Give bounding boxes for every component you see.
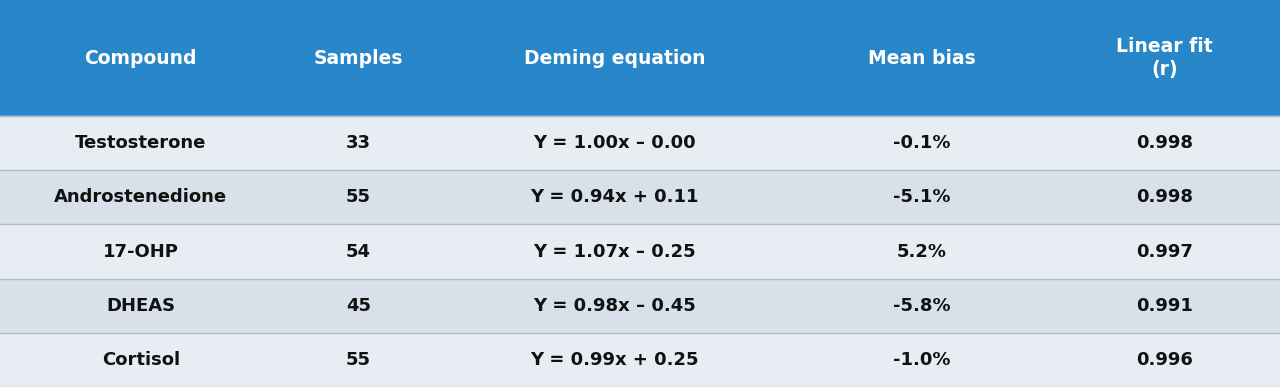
Text: 0.998: 0.998 bbox=[1137, 134, 1193, 152]
Text: -1.0%: -1.0% bbox=[893, 351, 950, 369]
Text: Testosterone: Testosterone bbox=[76, 134, 206, 152]
Text: Y = 0.99x + 0.25: Y = 0.99x + 0.25 bbox=[530, 351, 699, 369]
Text: Y = 0.98x – 0.45: Y = 0.98x – 0.45 bbox=[532, 297, 696, 315]
Text: Y = 0.94x + 0.11: Y = 0.94x + 0.11 bbox=[530, 188, 699, 206]
Text: 0.991: 0.991 bbox=[1137, 297, 1193, 315]
Text: -0.1%: -0.1% bbox=[893, 134, 950, 152]
Text: Androstenedione: Androstenedione bbox=[54, 188, 228, 206]
Text: 55: 55 bbox=[346, 351, 371, 369]
Text: -5.8%: -5.8% bbox=[892, 297, 951, 315]
Text: Cortisol: Cortisol bbox=[101, 351, 180, 369]
Text: 45: 45 bbox=[346, 297, 371, 315]
Bar bbox=[0, 0, 1280, 116]
Bar bbox=[0, 170, 1280, 224]
Text: 5.2%: 5.2% bbox=[896, 243, 947, 260]
Text: Linear fit
(r): Linear fit (r) bbox=[1116, 37, 1213, 79]
Text: 0.996: 0.996 bbox=[1137, 351, 1193, 369]
Bar bbox=[0, 116, 1280, 170]
Text: 55: 55 bbox=[346, 188, 371, 206]
Text: Mean bias: Mean bias bbox=[868, 48, 975, 68]
Text: -5.1%: -5.1% bbox=[893, 188, 950, 206]
Text: Samples: Samples bbox=[314, 48, 403, 68]
Text: 17-OHP: 17-OHP bbox=[102, 243, 179, 260]
Bar bbox=[0, 224, 1280, 279]
Text: 0.998: 0.998 bbox=[1137, 188, 1193, 206]
Text: 0.997: 0.997 bbox=[1137, 243, 1193, 260]
Bar bbox=[0, 279, 1280, 333]
Bar bbox=[0, 333, 1280, 387]
Text: 33: 33 bbox=[346, 134, 371, 152]
Text: DHEAS: DHEAS bbox=[106, 297, 175, 315]
Text: 54: 54 bbox=[346, 243, 371, 260]
Text: Y = 1.00x – 0.00: Y = 1.00x – 0.00 bbox=[532, 134, 696, 152]
Text: Compound: Compound bbox=[84, 48, 197, 68]
Text: Deming equation: Deming equation bbox=[524, 48, 705, 68]
Text: Y = 1.07x – 0.25: Y = 1.07x – 0.25 bbox=[532, 243, 696, 260]
